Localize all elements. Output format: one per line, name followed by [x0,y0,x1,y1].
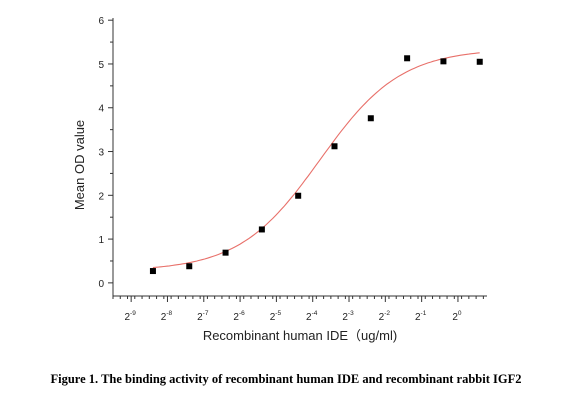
y-tick-label: 1 [98,235,104,246]
data-point [331,143,338,150]
x-tick-label: 2-3 [342,310,354,323]
x-tick-label: 20 [452,310,462,323]
x-tick-label: 2-2 [379,310,391,323]
data-point [186,263,193,270]
x-tick-label: 2-5 [270,310,282,323]
data-point [440,58,447,65]
fit-curve [152,52,480,269]
y-axis-label: Mean OD value [72,120,87,210]
x-tick-label: 2-6 [233,310,245,323]
data-point [222,249,229,256]
data-point [404,55,411,62]
x-ticks: 2-9 2-8 2-7 2-6 2-5 2-4 2-3 2-2 2-1 20 [112,296,484,323]
y-ticks: 0 1 2 3 4 5 6 [98,16,113,290]
data-point [295,192,302,199]
y-tick-label: 2 [98,191,104,202]
y-tick-label: 5 [98,60,104,71]
x-tick-label: 2-7 [197,310,209,323]
axes [112,18,487,297]
data-point [367,115,374,122]
y-tick-label: 4 [98,104,104,115]
x-tick-label: 2-1 [415,310,427,323]
data-point [476,58,483,65]
x-tick-label: 2-9 [124,310,136,323]
y-tick-label: 3 [98,148,104,159]
data-point [258,226,265,233]
figure-caption: Figure 1. The binding activity of recomb… [50,372,522,386]
x-tick-label: 2-4 [306,310,318,323]
x-tick-label: 2-8 [161,310,173,323]
y-tick-label: 0 [98,279,104,290]
y-tick-label: 6 [98,16,104,27]
data-points [149,55,483,275]
data-point [149,268,156,275]
x-axis-label: Recombinant human IDE（ug/ml) [203,328,397,343]
